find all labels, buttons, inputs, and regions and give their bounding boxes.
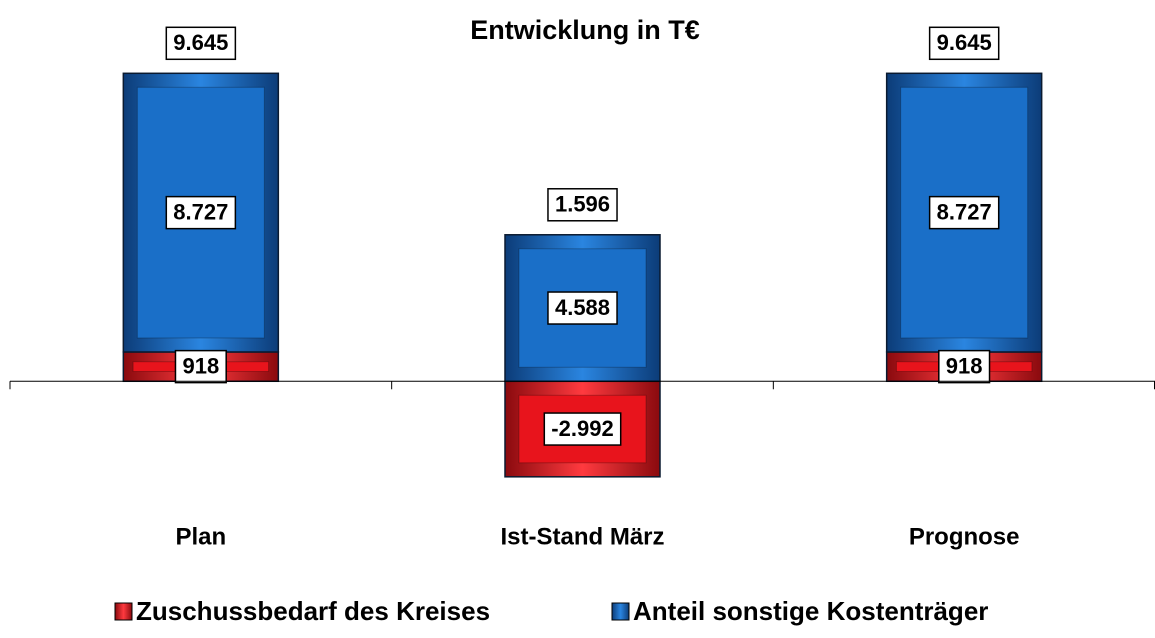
data-label: 9.645 bbox=[173, 30, 228, 55]
data-label: 8.727 bbox=[937, 199, 992, 224]
data-label: 8.727 bbox=[173, 199, 228, 224]
data-label: 9.645 bbox=[937, 30, 992, 55]
data-label-box bbox=[543, 412, 622, 446]
data-label-box bbox=[938, 349, 991, 384]
data-label-box bbox=[547, 291, 618, 325]
x-tick-label: Plan bbox=[175, 523, 226, 550]
data-label: 918 bbox=[946, 353, 983, 378]
data-label: 4.588 bbox=[555, 295, 610, 320]
legend-label: Anteil sonstige Kostenträger bbox=[633, 596, 988, 626]
data-label: 918 bbox=[182, 353, 219, 378]
legend-swatch bbox=[611, 602, 630, 621]
data-label: 1.596 bbox=[555, 192, 610, 217]
data-label: -2.992 bbox=[551, 416, 613, 441]
chart-title: Entwicklung in T€ bbox=[470, 15, 700, 45]
x-tick-label: Prognose bbox=[909, 523, 1020, 550]
data-label-box bbox=[547, 188, 618, 222]
legend-swatch bbox=[114, 602, 133, 621]
data-label-box bbox=[165, 26, 237, 61]
data-label-box bbox=[928, 195, 1000, 230]
x-tick-label: Ist-Stand März bbox=[500, 523, 664, 550]
data-label-box bbox=[928, 26, 1000, 61]
legend-label: Zuschussbedarf des Kreises bbox=[136, 596, 490, 626]
data-label-box bbox=[165, 195, 237, 230]
data-label-box bbox=[174, 349, 227, 384]
